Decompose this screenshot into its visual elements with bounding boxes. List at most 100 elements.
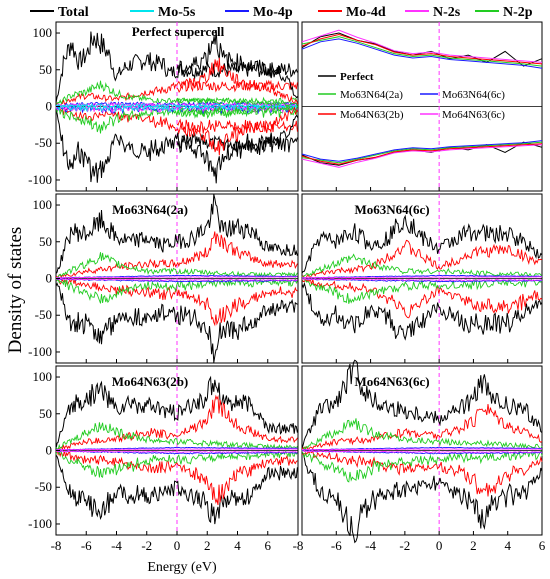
panel-mo64n63-2b--series-n-2p-down [55,449,298,478]
panel-mo64n63-2b--ytick-label-3: -50 [35,479,52,494]
panel-mo63n64-6c--title: Mo63N64(6c) [354,202,429,217]
panel-perfect-ext-series-total-up [176,29,299,99]
panel-mo64n63-6c-: -6 -4 -2 0 2 4 6 Mo64N63(6c) [301,359,546,553]
panel-mo64n63-6c--xtick-label-2: -2 [399,538,410,553]
panel-mo63n64-2a--title: Mo63N64(2a) [112,202,188,217]
panel-mo64n63-2b--title: Mo64N63(2b) [112,374,189,389]
panel-perfect: 100 50 0 -50 -100 Perfect supercell [28,21,299,192]
panel-perfect-series-mo-5s-up [55,103,298,108]
panel-perfect-ytick-label-0: 100 [33,25,53,40]
panel-mo64n63-2b--ytick-label-1: 50 [39,406,52,421]
panel-mo63n64-2a--series-total-up [55,194,298,274]
panel-mo63n64-6c--series-mo-4d-down [301,277,543,319]
legend-label-1: Mo-5s [158,5,196,20]
panel-mo63n64-2a--series-mo-4d-up [55,231,298,279]
panel-mo63n64-6c-: Mo63N64(6c) [301,193,543,364]
panel-perfect-ext-series-mo-4d-down [176,106,299,156]
panel-mo64n63-2b--series-total-down [55,454,298,525]
panel-perfect-ext-series-n-2p-down [176,105,299,119]
panel-mo64n63-6c--series-n-2s-up [302,448,542,451]
inset-legend-label-2: Mo63N64(6c) [442,89,505,101]
panel-mo64n63-6c--series-mo-4d-down [301,449,543,497]
panel-mo64n63-2b--xtick-label-0: -8 [51,538,62,553]
panel-mo63n64-2a--series-mo-4d-down [55,277,298,327]
inset-curve-up-1 [301,36,543,67]
panel-perfect-series-n-2p-up [55,80,298,106]
panel-perfect-ext-series-n-2p-up [176,96,299,107]
panel-perfect-title: Perfect supercell [132,24,225,39]
inset-legend-label-3: Mo64N63(2b) [340,109,404,121]
panel-mo63n64-6c--series-total-up [301,214,543,274]
panel-mo63n64-6c--series-mo-4d-up [301,239,543,279]
panel-mo63n64-6c--series-n-2p-down [301,277,543,304]
x-axis-label: Energy (eV) [147,560,217,575]
inset-legend-label-4: Mo64N63(6c) [442,109,505,121]
panel-mo64n63-2b--series-mo-4d-down [55,449,298,506]
panel-mo63n64-6c--series-total-down [301,281,543,341]
panel-mo63n64-6c--series-n-2p-up [301,253,543,279]
panel-mo64n63-6c--title: Mo64N63(6c) [354,374,429,389]
inset-curve-down-4 [301,144,543,168]
panel-perfect-series-n-2p-down [55,106,298,134]
inset-legend-label-0: Perfect [340,71,374,83]
panel-perfect-ext-series-total-down [176,114,299,184]
panel-mo64n63-2b--xtick-label-4: 0 [174,538,181,553]
inset-legend-label-1: Mo63N64(2a) [340,89,403,101]
panel-mo64n63-2b--xtick-label-5: 2 [204,538,211,553]
panel-perfect-ytick-label-3: -50 [35,135,52,150]
inset-curve-up-4 [301,29,543,63]
legend-label-4: N-2s [433,5,461,20]
panel-mo63n64-2a--series-total-down [55,282,298,363]
panel-perfect-ytick-label-1: 50 [39,62,52,77]
panel-inset: Perfect Mo63N64(2a) Mo63N64(6c) Mo64N63(2b)… [301,21,543,192]
panel-mo64n63-6c--series-mo-4d-up [301,403,543,452]
panel-mo63n64-2a-: 100 50 0 -50 -100 Mo63N64(2a) [28,193,299,364]
legend-label-5: N-2p [503,5,533,20]
inset-curve-down-2 [301,140,543,162]
panel-perfect-series-total-up [55,31,298,103]
panel-mo64n63-6c--series-n-2p-up [301,418,543,451]
panel-mo64n63-6c--xtick-label-1: -4 [365,538,376,553]
legend-label-3: Mo-4d [346,5,386,20]
panel-mo64n63-6c--xtick-label-0: -6 [331,538,342,553]
panel-mo64n63-2b--series-total-up [55,375,298,449]
panel-mo63n64-2a--series-n-2p-down [55,276,298,304]
panel-mo63n64-2a--series-n-2s-down [56,278,298,282]
panel-mo64n63-6c--series-total-down [301,452,543,544]
panel-mo64n63-2b--xtick-label-7: 6 [265,538,272,553]
legend: Total Mo-5s Mo-4p Mo-4d N-2s N-2p [30,5,533,20]
inset-curve-up-3 [301,33,543,65]
y-axis-label: Density of states [5,227,26,354]
panel-mo63n64-6c--series-mo-4p-down [301,278,543,283]
panel-mo64n63-6c--xtick-label-3: 0 [436,538,443,553]
panel-perfect-series-total-down [55,107,298,183]
legend-label-0: Total [58,5,89,20]
panel-perfect-ext-series-mo-4d-up [176,57,299,105]
panel-mo64n63-2b--xtick-label-6: 4 [234,538,241,553]
panel-mo64n63-2b--series-n-2s-up [55,448,298,451]
legend-label-2: Mo-4p [253,5,293,20]
panel-mo64n63-2b--xtick-label-2: -4 [111,538,122,553]
panel-mo64n63-6c--series-n-2s-down [302,450,543,454]
panel-mo64n63-2b--xtick-label-1: -6 [81,538,92,553]
panel-mo63n64-2a--series-n-2p-up [55,252,298,279]
panel-mo63n64-2a--series-n-2s-up [55,276,298,279]
panel-mo63n64-2a--ytick-label-2: 0 [46,271,53,286]
panel-mo64n63-2b-: 100 50 0 -50 -100 -8 -6 -4 -2 0 2 4 6 -8 Mo64N63(2b) [28,365,304,553]
inset-curve-up-2 [301,38,543,69]
panel-mo64n63-2b--xtick-label-3: -2 [141,538,152,553]
panel-mo64n63-2b--ytick-label-2: 0 [46,443,53,458]
panel-mo64n63-2b--ytick-label-4: -100 [28,516,52,531]
panel-mo64n63-2b--series-n-2p-up [55,422,298,451]
panel-perfect-series-mo-4d-down [55,105,298,136]
panel-mo64n63-2b--xtick-label-8: -8 [293,538,304,553]
panels: 100 50 0 -50 -100 Perfect supercell Perfect Mo6… [28,21,546,553]
inset-curve-down-1 [301,141,543,164]
panel-mo64n63-6c--xtick-label-6: 6 [539,538,546,553]
panel-mo64n63-2b--series-n-2s-down [55,450,298,454]
panel-mo63n64-2a--ytick-label-0: 100 [33,197,53,212]
panel-mo64n63-2b--series-mo-4d-up [55,394,298,452]
panel-mo64n63-6c--xtick-label-5: 4 [504,538,511,553]
panel-perfect-series-mo-5s-down [55,104,298,114]
